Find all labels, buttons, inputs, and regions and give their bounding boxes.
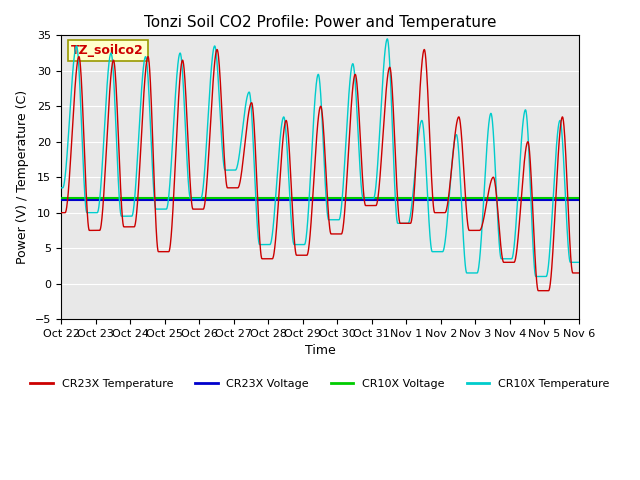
Legend: CR23X Temperature, CR23X Voltage, CR10X Voltage, CR10X Temperature: CR23X Temperature, CR23X Voltage, CR10X … xyxy=(26,374,614,393)
Text: TZ_soilco2: TZ_soilco2 xyxy=(72,44,144,57)
X-axis label: Time: Time xyxy=(305,344,335,357)
Y-axis label: Power (V) / Temperature (C): Power (V) / Temperature (C) xyxy=(17,90,29,264)
Title: Tonzi Soil CO2 Profile: Power and Temperature: Tonzi Soil CO2 Profile: Power and Temper… xyxy=(144,15,496,30)
